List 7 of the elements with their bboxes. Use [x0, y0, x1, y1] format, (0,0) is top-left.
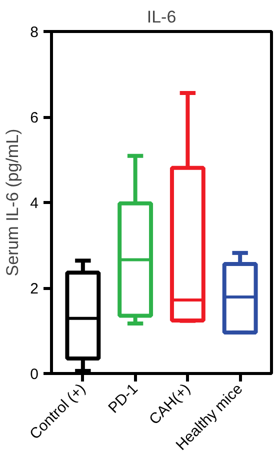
- chart-title: IL-6: [146, 8, 176, 26]
- y-tick-label: 6: [30, 110, 38, 126]
- y-tick-label: 0: [30, 366, 38, 383]
- y-tick-label: 2: [30, 280, 38, 298]
- y-tick-label: 8: [30, 24, 38, 41]
- y-tick-label: 4: [30, 195, 38, 212]
- y-axis-title: Serum IL-6 (pg/mL): [3, 128, 22, 276]
